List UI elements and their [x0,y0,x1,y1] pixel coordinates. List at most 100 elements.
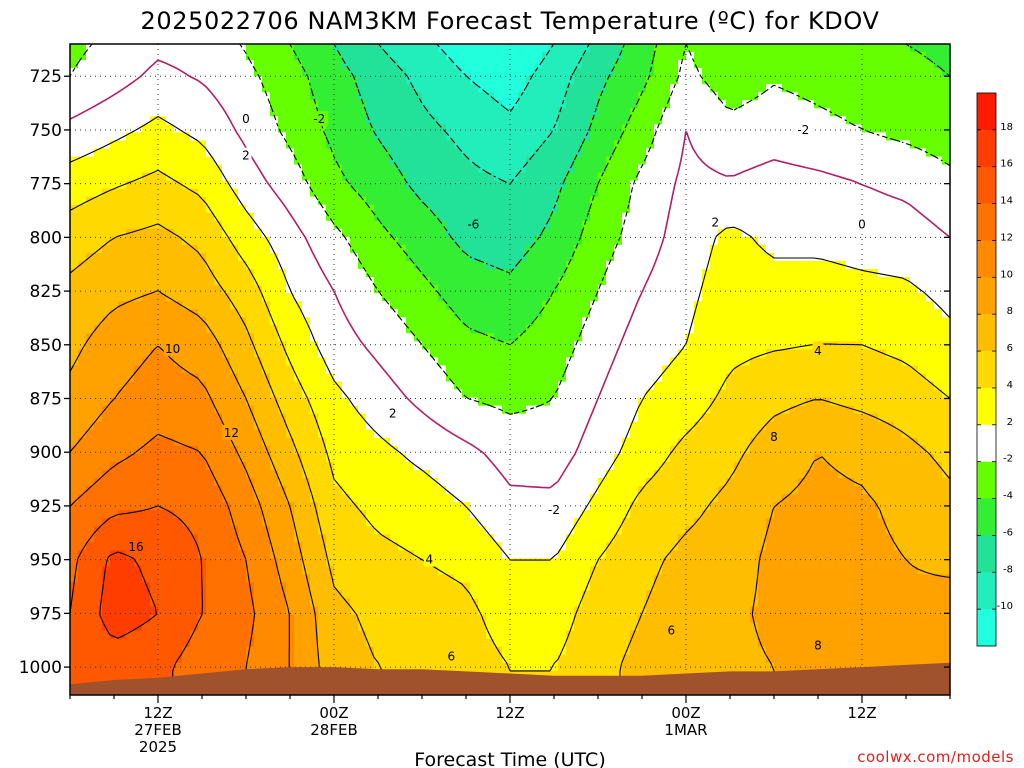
temp-cell [422,301,431,310]
temp-cell [382,140,391,150]
temp-cell [134,180,143,190]
temp-cell [942,76,950,85]
temp-cell [78,261,87,270]
temp-cell [622,100,631,109]
temp-cell [118,293,127,302]
temp-cell [254,397,263,407]
temp-cell [310,277,319,286]
temp-cell [246,196,255,206]
temp-cell [214,148,223,158]
temp-cell [510,389,519,399]
temp-cell [886,60,895,69]
temp-cell [182,261,191,270]
temp-cell [238,220,247,230]
temp-cell [606,285,615,294]
temp-cell [382,116,391,125]
temp-cell [638,252,647,262]
temp-cell [206,341,215,351]
temp-cell [174,76,183,85]
temp-cell [214,285,223,294]
temp-cell [758,180,767,190]
temp-cell [102,52,111,61]
temp-cell [518,365,527,375]
temp-cell [270,317,279,326]
temp-cell [534,100,543,109]
temp-cell [182,188,191,198]
temp-cell [286,204,295,214]
temp-cell [126,108,135,117]
temp-cell [638,244,647,254]
temp-cell [806,333,815,342]
temp-cell [470,132,479,142]
temp-cell [838,373,847,383]
temp-cell [870,277,879,286]
temp-cell [926,317,935,326]
temp-cell [270,389,279,399]
temp-cell [502,220,511,230]
temp-cell [366,252,375,262]
temp-cell [430,188,439,198]
temp-cell [198,116,207,125]
temp-cell [214,92,223,101]
temp-cell [702,244,711,254]
temp-cell [750,357,759,367]
temp-cell [774,357,783,367]
temp-cell [646,397,655,407]
temp-cell [678,357,687,367]
temp-cell [470,373,479,383]
temp-cell [926,228,935,238]
temp-cell [542,60,551,69]
temp-cell [766,188,775,198]
temp-cell [254,212,263,222]
temp-cell [806,92,815,101]
temp-cell [806,365,815,375]
temp-cell [310,285,319,294]
temp-cell [838,196,847,206]
temp-cell [558,108,567,117]
temp-cell [566,204,575,214]
temp-cell [566,44,575,53]
temp-cell [134,317,143,326]
temp-cell [294,204,303,214]
temp-cell [406,108,415,117]
temp-cell [806,44,815,53]
temp-cell [542,252,551,262]
temp-cell [686,196,695,206]
temp-cell [782,204,791,214]
temp-cell [782,349,791,359]
temp-cell [382,341,391,351]
temp-cell [126,341,135,351]
temp-cell [374,293,383,302]
temp-cell [558,333,567,342]
temp-cell [630,220,639,230]
temp-cell [718,252,727,262]
temp-cell [758,148,767,158]
temp-cell [918,252,927,262]
temp-cell [118,68,127,77]
temp-cell [942,188,950,198]
temp-cell [254,333,263,342]
temp-cell [806,204,815,214]
temp-cell [278,140,287,150]
temp-cell [86,204,95,214]
temp-cell [158,132,167,142]
temp-cell [230,261,239,270]
temp-cell [870,373,879,383]
temp-cell [478,269,487,278]
temp-cell [558,301,567,310]
temp-cell [750,365,759,375]
temp-cell [702,285,711,294]
temp-cell [854,269,863,278]
temp-cell [902,164,911,174]
temp-cell [350,341,359,351]
temp-cell [350,140,359,150]
temp-cell [726,60,735,69]
temp-cell [150,252,159,262]
temp-cell [486,365,495,375]
temp-cell [102,44,111,53]
temp-cell [846,244,855,254]
temp-cell [454,277,463,286]
temp-cell [790,180,799,190]
temp-cell [502,269,511,278]
temp-cell [486,349,495,359]
